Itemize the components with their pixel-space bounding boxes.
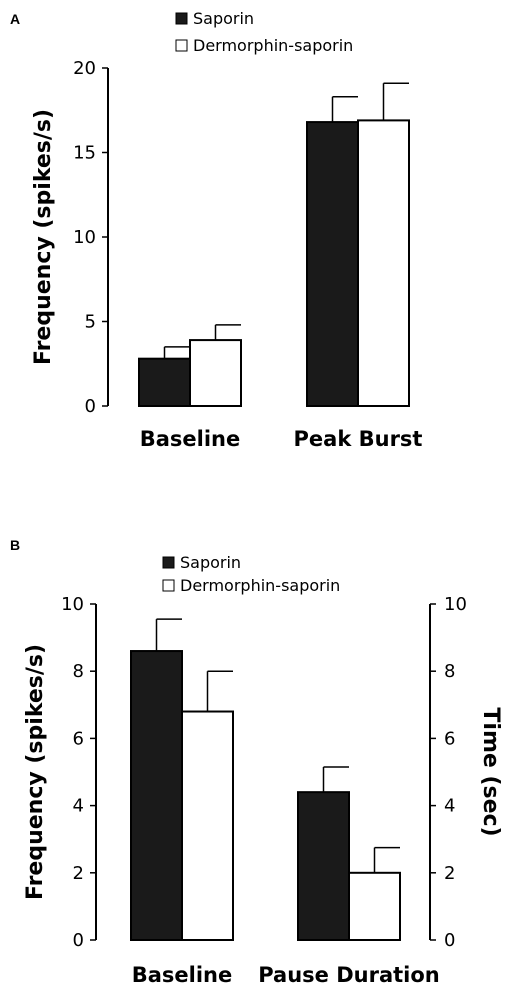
y2-tick-label: 10 xyxy=(444,594,467,615)
y-tick-label: 15 xyxy=(73,143,96,164)
error-bar-saporin-baseline xyxy=(155,618,182,652)
panel-b-error-bars xyxy=(155,618,400,873)
legend-label-saporin: Saporin xyxy=(193,9,254,28)
y-tick-label: 8 xyxy=(73,661,84,682)
y2-tick-label: 6 xyxy=(444,728,455,749)
panel-a-label: A xyxy=(10,11,20,27)
panel-b-legend: Saporin Dermorphin-saporin xyxy=(162,553,340,595)
bar-dermorphin-saporin-peak-burst xyxy=(357,119,410,407)
panel-a-category-labels: Baseline Peak Burst xyxy=(140,427,423,451)
legend-swatch-dermorphin-saporin xyxy=(175,39,188,52)
error-bar-dermorphin-saporin-pause-duration xyxy=(373,846,400,873)
legend-label-saporin: Saporin xyxy=(180,553,241,572)
y2-tick-label: 2 xyxy=(444,863,455,884)
panel-a: A Saporin Dermorphin-saporin Frequency (… xyxy=(10,9,422,451)
panel-b: B Saporin Dermorphin-saporin Frequency (… xyxy=(10,537,503,987)
y-tick-label: 20 xyxy=(73,58,96,79)
y2-tick-label: 0 xyxy=(444,930,455,951)
panel-b-category-labels: Baseline Pause Duration xyxy=(132,963,440,987)
panel-a-error-bars xyxy=(163,82,409,359)
y-tick-label: 4 xyxy=(73,796,84,817)
y2-tick-label: 4 xyxy=(444,796,455,817)
legend-label-dermorphin-saporin: Dermorphin-saporin xyxy=(180,576,340,595)
bar-dermorphin-saporin-pause-duration xyxy=(348,871,401,941)
legend-swatch-dermorphin-saporin xyxy=(162,579,175,592)
y-tick-label: 5 xyxy=(85,312,96,333)
panel-b-label: B xyxy=(10,537,20,553)
y-tick-label: 0 xyxy=(73,930,84,951)
error-bar-dermorphin-saporin-baseline xyxy=(214,324,241,341)
y-axis-title: Frequency (spikes/s) xyxy=(23,644,48,900)
error-bar-saporin-baseline xyxy=(163,346,190,359)
y-tick-label: 0 xyxy=(85,396,96,417)
category-label-baseline: Baseline xyxy=(132,963,233,987)
legend-swatch-saporin xyxy=(175,12,188,25)
panel-b-axes: 0 2 4 6 8 10 0 2 4 6 8 10 xyxy=(61,594,467,951)
legend-swatch-saporin xyxy=(162,556,175,569)
category-label-pause-duration: Pause Duration xyxy=(258,963,440,987)
bar-saporin-baseline xyxy=(138,357,191,407)
panel-a-axes: 0 5 10 15 20 xyxy=(73,58,109,417)
y-tick-label: 2 xyxy=(73,863,84,884)
panel-a-legend: Saporin Dermorphin-saporin xyxy=(175,9,353,55)
category-label-peak-burst: Peak Burst xyxy=(294,427,423,451)
legend-label-dermorphin-saporin: Dermorphin-saporin xyxy=(193,36,353,55)
y-tick-label: 10 xyxy=(73,227,96,248)
error-bar-dermorphin-saporin-baseline xyxy=(206,670,233,712)
panel-a-bars xyxy=(138,119,410,408)
y2-tick-label: 8 xyxy=(444,661,455,682)
panel-b-bars xyxy=(130,650,401,942)
bar-saporin-peak-burst xyxy=(306,121,359,408)
error-bar-saporin-peak-burst xyxy=(331,95,358,123)
error-bar-dermorphin-saporin-peak-burst xyxy=(382,82,409,121)
bar-saporin-baseline xyxy=(130,650,183,941)
y-axis-title: Frequency (spikes/s) xyxy=(31,109,56,365)
bar-dermorphin-saporin-baseline xyxy=(181,710,234,942)
y-tick-label: 10 xyxy=(61,594,84,615)
y2-axis-title: Time (sec) xyxy=(478,707,503,836)
category-label-baseline: Baseline xyxy=(140,427,241,451)
bar-dermorphin-saporin-baseline xyxy=(189,339,242,407)
bar-saporin-pause-duration xyxy=(297,791,350,941)
y-tick-label: 6 xyxy=(73,728,84,749)
error-bar-saporin-pause-duration xyxy=(322,766,349,793)
